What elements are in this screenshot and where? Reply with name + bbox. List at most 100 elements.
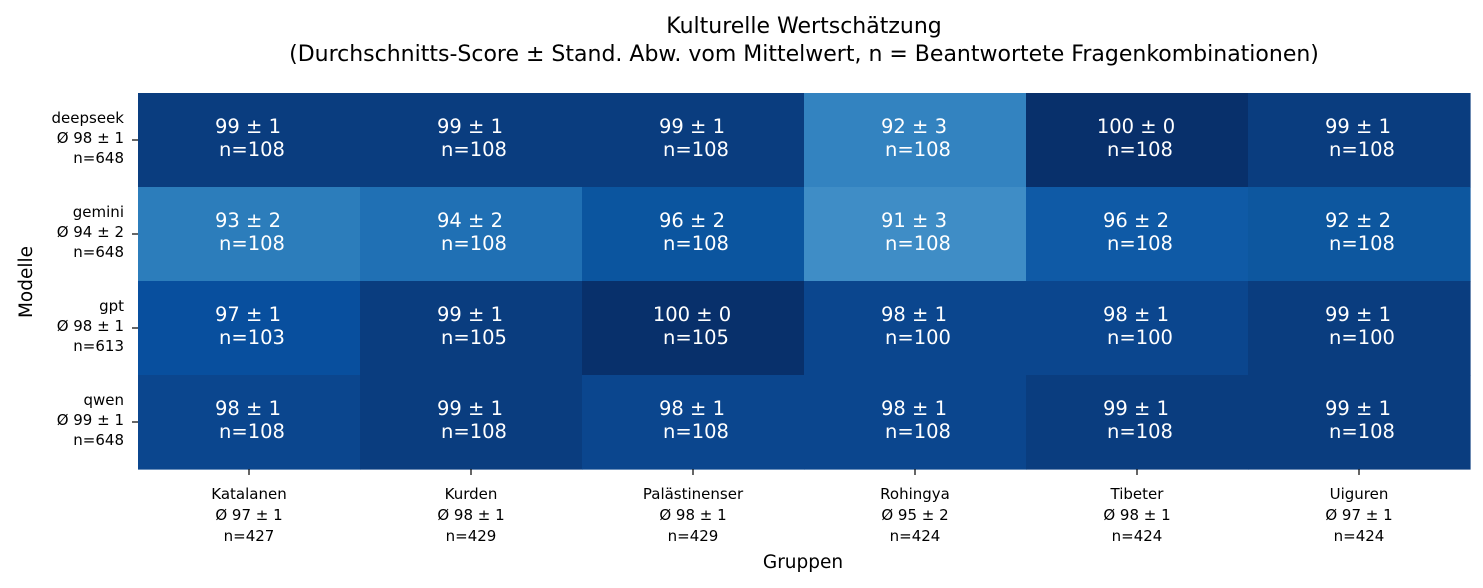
x-tick-label: Kurden [445, 485, 498, 503]
cell-count-label: n=108 [441, 138, 507, 161]
cell-count-label: n=103 [219, 326, 285, 349]
cell-count-label: n=105 [663, 326, 729, 349]
cell-count-label: n=108 [441, 420, 507, 443]
x-tick-label: n=427 [224, 527, 275, 545]
y-axis-ticks: deepseek Ø 98 ± 1 n=648 gemini Ø 94 ± 2 n=648… [52, 109, 138, 449]
cell-value-label: 98 ± 1 [1103, 303, 1169, 326]
x-tick-label: Rohingya [880, 485, 950, 503]
cell-value-label: 99 ± 1 [1325, 397, 1391, 420]
cell-value-label: 98 ± 1 [215, 397, 281, 420]
heatmap-cell [1248, 375, 1471, 470]
cell-value-label: 99 ± 1 [1325, 303, 1391, 326]
x-axis-ticks: Katalanen Ø 97 ± 1 n=427 Kurden Ø 98 ± 1 n=42… [211, 469, 1393, 545]
cell-count-label: n=100 [1107, 326, 1173, 349]
cell-count-label: n=108 [663, 138, 729, 161]
heatmap-cell [1026, 93, 1249, 188]
cell-value-label: 94 ± 2 [437, 209, 503, 232]
x-tick-label: Ø 98 ± 1 [1103, 506, 1170, 524]
heatmap-cell [1248, 281, 1471, 376]
y-tick-label: Ø 99 ± 1 [57, 411, 124, 429]
heatmap-cell [360, 375, 583, 470]
cell-value-label: 99 ± 1 [437, 397, 503, 420]
cell-value-label: 96 ± 2 [1103, 209, 1169, 232]
cell-count-label: n=108 [1329, 138, 1395, 161]
cell-value-label: 99 ± 1 [1325, 115, 1391, 138]
y-tick-label: gemini [73, 203, 124, 221]
x-tick-label: Ø 98 ± 1 [437, 506, 504, 524]
heatmap-cell [138, 187, 361, 282]
cell-count-label: n=108 [885, 232, 951, 255]
y-tick-label: qwen [83, 391, 124, 409]
y-tick-label: Ø 94 ± 2 [57, 223, 124, 241]
heatmap-cell [804, 281, 1027, 376]
y-tick-label: gpt [99, 297, 124, 315]
cell-value-label: 96 ± 2 [659, 209, 725, 232]
x-tick-label: Ø 95 ± 2 [881, 506, 948, 524]
cell-count-label: n=108 [1107, 138, 1173, 161]
cell-value-label: 97 ± 1 [215, 303, 281, 326]
y-axis-label: Modelle [16, 246, 37, 318]
heatmap-cell [1026, 375, 1249, 470]
chart-title: Kulturelle Wertschätzung [666, 14, 941, 39]
x-tick-label: n=424 [1112, 527, 1163, 545]
heatmap-cell [582, 281, 805, 376]
x-tick-label: n=424 [890, 527, 941, 545]
cell-value-label: 98 ± 1 [659, 397, 725, 420]
cell-value-label: 93 ± 2 [215, 209, 281, 232]
chart-subtitle: (Durchschnitts-Score ± Stand. Abw. vom M… [289, 42, 1319, 67]
cell-value-label: 99 ± 1 [437, 303, 503, 326]
x-tick-label: Katalanen [211, 485, 286, 503]
cell-count-label: n=108 [885, 420, 951, 443]
cell-value-label: 100 ± 0 [1097, 115, 1175, 138]
y-tick-label: Ø 98 ± 1 [57, 129, 124, 147]
heatmap-cell [804, 375, 1027, 470]
heatmap-cell [360, 281, 583, 376]
x-tick-label: n=429 [446, 527, 497, 545]
cell-value-label: 100 ± 0 [653, 303, 731, 326]
heatmap-cell [582, 187, 805, 282]
y-tick-label: n=648 [73, 431, 124, 449]
cell-count-label: n=108 [1329, 420, 1395, 443]
heatmap-cell [1026, 187, 1249, 282]
heatmap-cell [804, 187, 1027, 282]
x-tick-label: n=424 [1334, 527, 1385, 545]
heatmap-cell [138, 375, 361, 470]
x-tick-label: Ø 97 ± 1 [1325, 506, 1392, 524]
cell-value-label: 92 ± 3 [881, 115, 947, 138]
y-tick-label: deepseek [52, 109, 125, 127]
cell-count-label: n=108 [219, 138, 285, 161]
cell-value-label: 98 ± 1 [881, 397, 947, 420]
heatmap-cell [138, 93, 361, 188]
cell-value-label: 98 ± 1 [881, 303, 947, 326]
cell-count-label: n=108 [219, 232, 285, 255]
cell-count-label: n=108 [663, 420, 729, 443]
heatmap-cell [1248, 187, 1471, 282]
heatmap-cell [360, 93, 583, 188]
y-tick-label: n=648 [73, 149, 124, 167]
cell-value-label: 91 ± 3 [881, 209, 947, 232]
x-tick-label: Palästinenser [643, 485, 744, 503]
cell-count-label: n=108 [663, 232, 729, 255]
x-tick-label: Ø 98 ± 1 [659, 506, 726, 524]
cell-value-label: 99 ± 1 [215, 115, 281, 138]
heatmap-cell [582, 93, 805, 188]
heatmap-cell [1026, 281, 1249, 376]
cell-count-label: n=105 [441, 326, 507, 349]
y-tick-label: Ø 98 ± 1 [57, 317, 124, 335]
cell-value-label: 99 ± 1 [437, 115, 503, 138]
cell-count-label: n=100 [885, 326, 951, 349]
x-tick-label: Ø 97 ± 1 [215, 506, 282, 524]
cell-count-label: n=108 [885, 138, 951, 161]
x-axis-label: Gruppen [763, 552, 843, 573]
x-tick-label: Uiguren [1330, 485, 1389, 503]
x-tick-label: Tibeter [1110, 485, 1165, 503]
heatmap-cell [582, 375, 805, 470]
heatmap-cell [804, 93, 1027, 188]
cell-count-label: n=108 [1107, 420, 1173, 443]
cell-count-label: n=108 [441, 232, 507, 255]
heatmap-cells [138, 93, 1471, 470]
cell-value-label: 99 ± 1 [659, 115, 725, 138]
y-tick-label: n=613 [73, 337, 124, 355]
